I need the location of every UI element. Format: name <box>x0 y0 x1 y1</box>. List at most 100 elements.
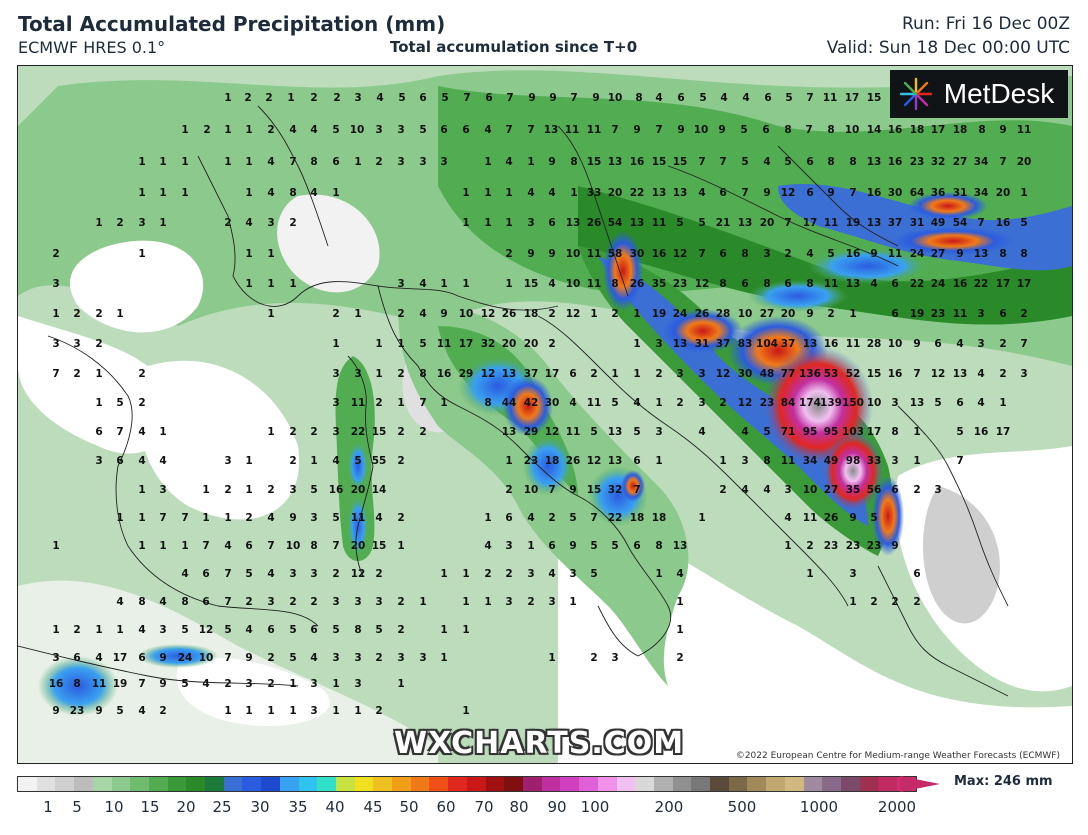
precip-value-label: 1 <box>95 624 103 636</box>
precip-value-label: 58 <box>607 248 623 260</box>
precip-value-label: 17 <box>995 278 1011 290</box>
precip-value-label: 1 <box>181 156 189 168</box>
precip-value-label: 11 <box>586 124 602 136</box>
precip-value-label: 8 <box>655 540 663 552</box>
chart-title: Total Accumulated Precipitation (mm) <box>18 12 446 36</box>
precip-value-label: 1 <box>245 156 253 168</box>
precip-value-label: 7 <box>698 156 706 168</box>
precip-value-label: 17 <box>458 338 474 350</box>
precip-value-label: 1 <box>484 512 492 524</box>
precip-value-label: 1 <box>267 705 275 717</box>
precip-value-label: 28 <box>715 308 731 320</box>
precip-value-label: 2 <box>289 217 297 229</box>
precip-value-label: 5 <box>785 92 793 104</box>
chart-subtitle: Total accumulation since T+0 <box>390 38 638 56</box>
precip-value-label: 1 <box>159 540 167 552</box>
precip-value-label: 2 <box>332 568 340 580</box>
precip-value-label: 16 <box>952 278 968 290</box>
precip-value-label: 5 <box>590 568 598 580</box>
precip-value-label: 2 <box>244 92 252 104</box>
precip-value-label: 15 <box>371 540 387 552</box>
precip-value-label: 3 <box>611 652 619 664</box>
precip-value-label: 6 <box>677 92 685 104</box>
precip-value-label: 2 <box>224 678 232 690</box>
precip-value-label: 9 <box>592 92 600 104</box>
scale-color-segment <box>410 777 430 791</box>
precip-value-label: 9 <box>245 652 253 664</box>
precip-value-label: 1 <box>633 308 641 320</box>
precip-value-label: 5 <box>310 484 318 496</box>
precip-value-label: 2 <box>397 512 405 524</box>
precip-value-label: 22 <box>629 187 645 199</box>
precip-value-label: 4 <box>527 187 535 199</box>
scale-color-segment <box>74 777 93 791</box>
precip-value-label: 2 <box>397 308 405 320</box>
scale-color-segment <box>822 777 841 791</box>
scale-color-segment <box>335 777 355 791</box>
precip-value-label: 11 <box>651 217 667 229</box>
precip-value-label: 5 <box>116 705 124 717</box>
precip-value-label: 7 <box>224 596 232 608</box>
precip-value-label: 8 <box>806 278 814 290</box>
precip-value-label: 10 <box>458 308 474 320</box>
precip-value-label: 3 <box>310 512 318 524</box>
precip-value-label: 29 <box>523 426 539 438</box>
copyright-notice: ©2022 European Centre for Medium-range W… <box>735 751 1060 761</box>
precip-value-label: 1 <box>505 187 513 199</box>
precip-value-label: 34 <box>802 455 818 467</box>
precip-value-label: 4 <box>633 397 641 409</box>
precip-value-label: 9 <box>527 248 535 260</box>
precip-value-label: 8 <box>289 187 297 199</box>
precip-value-label: 2 <box>310 596 318 608</box>
precip-value-label: 8 <box>1020 248 1028 260</box>
scale-color-segment <box>803 777 823 791</box>
precip-value-label: 2 <box>138 368 146 380</box>
precip-value-label: 3 <box>332 426 340 438</box>
valid-label: Valid: Sun 18 Dec 00:00 UTC <box>826 38 1070 58</box>
precip-value-label: 3 <box>698 397 706 409</box>
precip-value-label: 20 <box>1016 156 1032 168</box>
precip-value-label: 18 <box>629 512 645 524</box>
run-label: Run: Fri 16 Dec 00Z <box>902 14 1070 34</box>
precip-value-label: 7 <box>267 540 275 552</box>
precip-value-label: 1 <box>548 652 556 664</box>
precip-value-label: 2 <box>548 338 556 350</box>
precip-value-label: 16 <box>995 217 1011 229</box>
precip-value-label: 1 <box>224 512 232 524</box>
precip-value-label: 2 <box>397 624 405 636</box>
precip-value-label: 9 <box>999 124 1007 136</box>
precip-value-label: 1 <box>806 568 814 580</box>
precip-value-label: 1 <box>332 187 340 199</box>
precip-value-label: 7 <box>505 124 513 136</box>
precipitation-map[interactable]: 1 2 2 1 2 2 3 4 5 6 5 7 6 7 9 9 7 9 10 8 4 6 5 4 4 6 5 7 11 17 15 1 2 1 1 2… <box>17 65 1073 764</box>
precip-value-label: 4 <box>267 568 275 580</box>
precip-value-label: 10 <box>693 124 709 136</box>
precip-value-label: 17 <box>112 652 128 664</box>
precip-value-label: 4 <box>527 512 535 524</box>
precip-value-label: 13 <box>866 156 882 168</box>
precip-value-label: 22 <box>607 512 623 524</box>
precip-value-label: 5 <box>741 156 749 168</box>
precip-value-label: 4 <box>419 308 427 320</box>
precip-value-label: 8 <box>741 248 749 260</box>
precip-value-label: 8 <box>978 124 986 136</box>
precip-value-label: 9 <box>440 308 448 320</box>
precip-value-label: 3 <box>1020 368 1028 380</box>
precip-value-label: 1 <box>332 338 340 350</box>
precip-value-label: 32 <box>480 338 496 350</box>
precip-value-label: 3 <box>310 705 318 717</box>
scale-color-segment <box>205 777 224 791</box>
scale-tick-label: 35 <box>288 798 308 816</box>
scale-color-segment <box>36 777 56 791</box>
precip-value-label: 6 <box>913 568 921 580</box>
precip-value-label: 1 <box>202 484 210 496</box>
precip-value-label: 1 <box>52 540 60 552</box>
precip-value-label: 2 <box>397 455 405 467</box>
precip-value-label: 2 <box>245 596 253 608</box>
precip-value-label: 3 <box>310 678 318 690</box>
scale-color-segment <box>298 777 318 791</box>
precip-value-label: 1 <box>245 484 253 496</box>
precip-value-label: 3 <box>289 484 297 496</box>
precip-value-label: 5 <box>116 397 124 409</box>
precip-value-label: 18 <box>952 124 968 136</box>
